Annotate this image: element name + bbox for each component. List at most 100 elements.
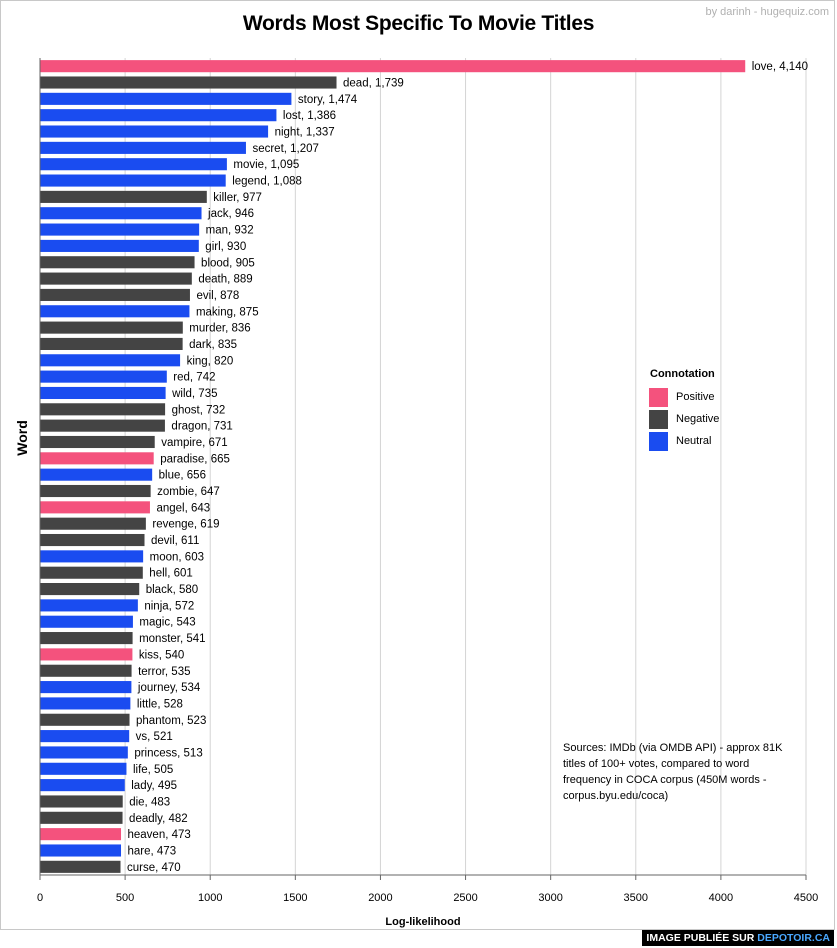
bar-story: [40, 92, 292, 105]
bar-label-movie: movie, 1,095: [233, 159, 299, 171]
bar-label-dragon: dragon, 731: [171, 421, 232, 433]
banner-site: DEPOTOIR.CA: [757, 932, 830, 944]
tick-label-x: 500: [116, 892, 134, 904]
bar-girl: [40, 239, 199, 252]
bar-label-night: night, 1,337: [275, 127, 335, 139]
legend-label-positive: Positive: [676, 391, 715, 403]
bar-label-phantom: phantom, 523: [136, 715, 206, 727]
bar-monster: [40, 632, 133, 645]
bar-king: [40, 354, 181, 367]
bar-making: [40, 305, 190, 318]
bar-wild: [40, 386, 166, 400]
bar-lady: [40, 779, 125, 792]
bar-label-killer: killer, 977: [213, 192, 262, 204]
bar-label-lady: lady, 495: [131, 780, 177, 792]
bar-dragon: [40, 419, 165, 432]
legend: Connotation Positive Negative Neutral: [643, 368, 743, 452]
bar-label-red: red, 742: [173, 372, 215, 384]
bar-kiss: [40, 648, 133, 661]
bar-label-black: black, 580: [146, 584, 198, 596]
bar-label-jack: jack, 946: [207, 208, 254, 220]
bar-label-deadly: deadly, 482: [129, 813, 188, 825]
tick-label-x: 2000: [368, 892, 392, 904]
tick-label-x: 0: [37, 892, 43, 904]
bar-label-ghost: ghost, 732: [172, 404, 226, 416]
bar-phantom: [40, 713, 130, 726]
bar-label-secret: secret, 1,207: [252, 143, 318, 155]
bar-movie: [40, 158, 227, 171]
bar-legend: [40, 174, 226, 187]
bar-terror: [40, 664, 132, 677]
bar-curse: [40, 860, 121, 873]
bar-vampire: [40, 435, 155, 449]
bar-jack: [40, 207, 202, 220]
tick-label-x: 3000: [538, 892, 562, 904]
credit-text: by darinh - hugequiz.com: [705, 6, 829, 18]
legend-label-neutral: Neutral: [676, 435, 712, 447]
bar-label-little: little, 528: [137, 698, 183, 710]
bar-label-revenge: revenge, 619: [152, 519, 219, 531]
bar-angel: [40, 501, 150, 514]
bar-label-making: making, 875: [196, 306, 259, 318]
bar-label-lost: lost, 1,386: [283, 110, 336, 122]
bar-black: [40, 583, 140, 596]
bar-label-love: love, 4,140: [752, 61, 808, 73]
bar-dead: [40, 76, 337, 89]
tick-label-x: 1000: [198, 892, 222, 904]
bar-ninja: [40, 599, 138, 612]
bar-zombie: [40, 484, 151, 498]
legend-swatch-neutral: [649, 431, 668, 451]
bar-label-kiss: kiss, 540: [139, 649, 184, 661]
bar-label-zombie: zombie, 647: [157, 486, 220, 498]
tick-label-x: 4000: [709, 892, 733, 904]
bar-label-die: die, 483: [129, 796, 170, 808]
legend-swatch-positive: [649, 387, 668, 407]
bar-ghost: [40, 403, 166, 416]
tick-label-x: 2500: [453, 892, 477, 904]
bar-deadly: [40, 811, 123, 824]
bar-label-journey: journey, 534: [137, 682, 201, 694]
bar-label-vs: vs, 521: [136, 731, 173, 743]
chart-title: Words Most Specific To Movie Titles: [242, 12, 595, 35]
bar-heaven: [40, 828, 122, 841]
bar-label-devil: devil, 611: [151, 535, 199, 547]
chart-frame: [0, 0, 835, 930]
bar-love: [40, 60, 746, 73]
bar-man: [40, 223, 200, 236]
bar-vs: [40, 730, 130, 743]
bar-label-magic: magic, 543: [139, 617, 195, 629]
bar-journey: [40, 681, 132, 694]
bar-blue: [40, 468, 153, 481]
x-axis-label: Log-likelihood: [385, 916, 461, 928]
bar-hare: [40, 844, 122, 857]
bar-label-story: story, 1,474: [298, 94, 358, 106]
watermark-banner: IMAGE PUBLIÉE SUR DEPOTOIR.CA: [642, 930, 834, 946]
bar-killer: [40, 190, 207, 203]
bar-princess: [40, 746, 128, 759]
bar-red: [40, 370, 167, 383]
tick-label-x: 1500: [283, 892, 307, 904]
bar-secret: [40, 141, 246, 154]
bar-murder: [40, 321, 183, 334]
bar-label-death: death, 889: [198, 274, 252, 286]
bar-lost: [40, 109, 277, 122]
legend-swatch-negative: [649, 409, 668, 429]
bar-label-wild: wild, 735: [171, 388, 217, 400]
bar-label-princess: princess, 513: [134, 747, 202, 759]
bar-paradise: [40, 452, 154, 465]
bar-label-monster: monster, 541: [139, 633, 205, 645]
tick-label-x: 3500: [624, 892, 648, 904]
bar-label-angel: angel, 643: [156, 502, 210, 514]
bar-moon: [40, 550, 144, 563]
bar-life: [40, 762, 127, 775]
bar-label-heaven: heaven, 473: [128, 829, 191, 841]
bar-devil: [40, 533, 145, 547]
legend-item-negative: Negative: [649, 408, 743, 430]
legend-title: Connotation: [650, 368, 715, 380]
bar-dark: [40, 337, 183, 350]
y-axis-label-wrap: Word: [14, 420, 34, 460]
bar-little: [40, 697, 131, 710]
bar-label-man: man, 932: [206, 225, 254, 237]
bar-label-dead: dead, 1,739: [343, 78, 404, 90]
bar-label-vampire: vampire, 671: [161, 437, 227, 449]
